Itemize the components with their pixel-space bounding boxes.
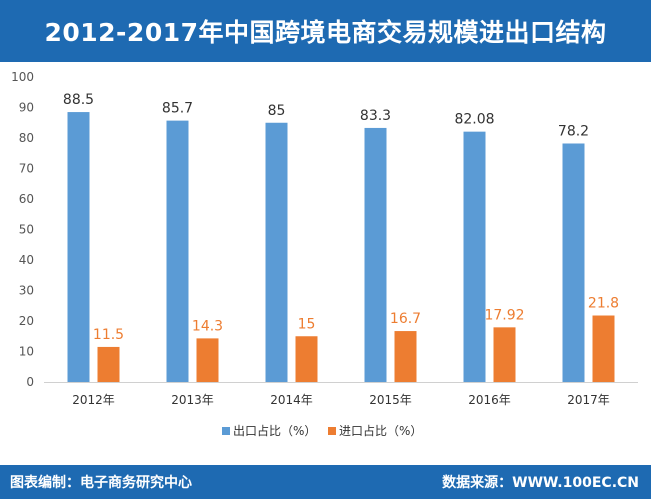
y-tick-label: 90 <box>19 101 34 115</box>
legend-swatch-import <box>328 427 336 435</box>
bar-export <box>265 122 288 382</box>
bar-export <box>166 120 189 383</box>
y-tick-label: 60 <box>19 192 34 206</box>
legend-label-export: 出口占比（%） <box>233 423 316 438</box>
x-category-label: 2013年 <box>171 393 214 407</box>
bar-import <box>295 336 318 382</box>
y-tick-label: 20 <box>19 314 34 328</box>
data-label-import: 11.5 <box>93 327 124 343</box>
bar-export <box>562 143 585 382</box>
y-tick-label: 70 <box>19 162 34 176</box>
legend-swatch-export <box>222 427 230 435</box>
y-tick-label: 40 <box>19 253 34 267</box>
data-label-export: 85 <box>268 103 286 119</box>
y-tick-label: 100 <box>11 70 34 84</box>
data-label-import: 21.8 <box>588 296 619 312</box>
y-tick-label: 80 <box>19 131 34 145</box>
footer-source: 数据来源：WWW.100EC.CN <box>442 475 639 491</box>
bar-export <box>67 112 90 382</box>
bar-export <box>364 127 387 382</box>
bar-export <box>463 131 486 382</box>
bar-import <box>97 346 120 382</box>
data-label-export: 88.5 <box>63 92 94 108</box>
bar-import <box>493 327 516 382</box>
data-label-import: 14.3 <box>192 318 223 334</box>
x-category-label: 2015年 <box>369 393 412 407</box>
data-label-export: 78.2 <box>558 123 589 139</box>
data-label-export: 85.7 <box>162 101 193 117</box>
bar-import <box>196 338 219 382</box>
bar-import <box>592 315 615 382</box>
y-tick-label: 30 <box>19 284 34 298</box>
x-category-label: 2014年 <box>270 393 313 407</box>
bar-import <box>394 331 417 382</box>
data-label-import: 15 <box>298 316 316 332</box>
chart-area: 0 10 20 30 40 50 60 70 80 90 100 88.5 11.5 2012年 85.7 1… <box>0 62 651 467</box>
data-label-import: 17.92 <box>484 307 524 323</box>
footer-bar: 图表编制：电子商务研究中心 数据来源：WWW.100EC.CN <box>0 465 651 499</box>
y-tick-label: 0 <box>26 375 34 389</box>
chart-title: 2012-2017年中国跨境电商交易规模进出口结构 <box>44 18 607 47</box>
y-tick-label: 50 <box>19 223 34 237</box>
legend-label-import: 进口占比（%） <box>339 423 422 438</box>
x-category-label: 2016年 <box>468 393 511 407</box>
bar-chart: 0 10 20 30 40 50 60 70 80 90 100 88.5 11.5 2012年 85.7 1… <box>11 70 638 438</box>
x-category-label: 2017年 <box>567 393 610 407</box>
footer-credit: 图表编制：电子商务研究中心 <box>10 475 192 491</box>
title-bar: 2012-2017年中国跨境电商交易规模进出口结构 <box>0 0 651 62</box>
x-category-label: 2012年 <box>72 393 115 407</box>
data-label-import: 16.7 <box>390 311 421 327</box>
y-tick-label: 10 <box>19 345 34 359</box>
data-label-export: 82.08 <box>454 112 494 128</box>
data-label-export: 83.3 <box>360 108 391 124</box>
